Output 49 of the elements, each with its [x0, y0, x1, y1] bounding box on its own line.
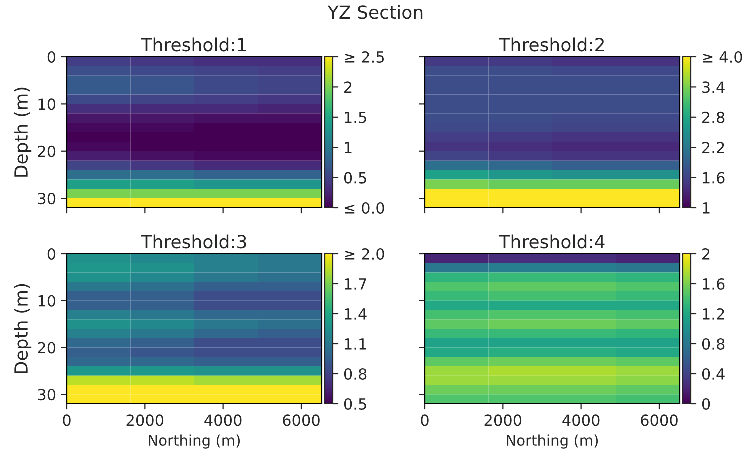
chart-title: Threshold:1: [141, 38, 246, 52]
color-bar-label: ≤ 0.0: [345, 202, 384, 214]
x-tick-label: 0: [63, 414, 71, 426]
y-tick-label: 10: [38, 295, 56, 307]
y-tick-label: 0: [48, 248, 56, 260]
color-bar-label: 0: [702, 398, 710, 410]
chart-title: Threshold:4: [499, 234, 605, 249]
x-tick-label: 4000: [204, 414, 242, 426]
x-tick-label: 0: [421, 414, 429, 426]
color-bar-label: 0.4: [702, 368, 725, 380]
y-tick-label: 0: [48, 51, 56, 64]
chart-title: Threshold:2: [499, 38, 604, 52]
color-bar-label: 1.5: [345, 112, 366, 124]
color-bar-label: 1.1: [345, 338, 366, 350]
text: YZ Section: [328, 5, 423, 20]
y-tick-label: 30: [38, 389, 56, 401]
y-axis-title: Depth (m): [14, 284, 32, 374]
color-bar-label: 2.8: [702, 112, 725, 124]
x-axis-title: Northing (m): [507, 434, 598, 449]
x-axis-title: Northing (m): [149, 434, 240, 449]
color-bar-label: 1: [345, 142, 352, 154]
x-tick-label: 6000: [641, 414, 678, 426]
y-axis-title: Depth (m): [14, 88, 32, 177]
x-tick-label: 2000: [484, 414, 522, 426]
color-bar-label: 2.2: [702, 142, 724, 154]
color-bar-label: 1.4: [345, 308, 367, 320]
color-bar-label: 0.5: [344, 172, 366, 184]
x-tick-label: 4000: [562, 414, 600, 426]
color-bar-label: 2: [344, 82, 352, 94]
x-tick-label: 6000: [283, 414, 320, 426]
color-bar-label: 1.6: [703, 278, 725, 290]
y-tick-label: 30: [38, 193, 56, 205]
color-bar-label: 2: [702, 248, 710, 260]
y-tick-label: 20: [38, 146, 56, 158]
color-bar-label: 1.2: [703, 308, 724, 320]
color-bar-label: 1.7: [345, 278, 366, 290]
y-tick-label: 20: [38, 342, 56, 354]
color-bar-label: 0.5: [344, 398, 366, 410]
color-bar-label: 0.8: [344, 368, 367, 380]
color-bar-label: 0.8: [702, 338, 725, 350]
color-bar-label: 1.6: [703, 172, 725, 184]
color-bar-label: ≥ 2.0: [345, 248, 384, 260]
color-bar-label: ≥ 2.5: [345, 51, 384, 64]
color-bar-label: ≥ 4.0: [703, 51, 742, 64]
x-tick-label: 2000: [126, 414, 164, 426]
y-tick-label: 10: [38, 98, 56, 110]
color-bar-label: 3.4: [702, 82, 725, 94]
chart-title: Threshold:3: [141, 234, 246, 249]
color-bar-label: 1: [703, 202, 710, 214]
